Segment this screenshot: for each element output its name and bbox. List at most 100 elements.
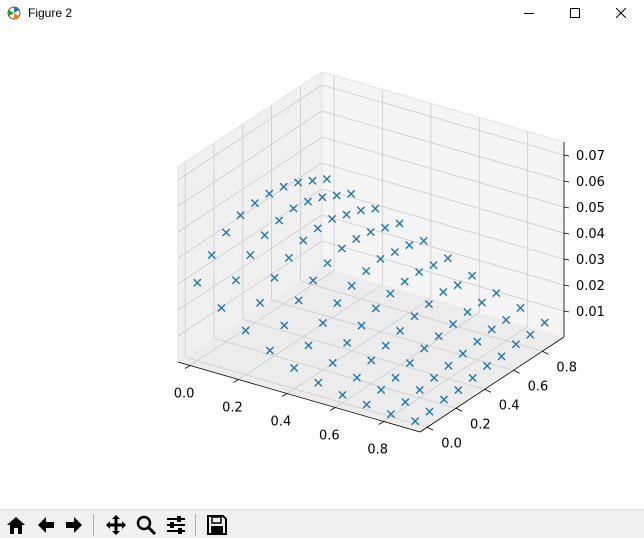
scatter-point — [377, 385, 386, 394]
scatter-point — [443, 254, 452, 263]
gridline-x-floor — [189, 270, 335, 366]
scatter-point — [434, 332, 443, 341]
toolbar-separator — [195, 514, 196, 536]
scatter-point — [314, 378, 323, 387]
gridline-x-floor — [383, 326, 528, 422]
scatter-point — [231, 276, 240, 285]
scatter-point — [352, 373, 361, 382]
scatter-point — [256, 298, 265, 307]
tick-mark — [484, 388, 491, 393]
z-tick-label: 0.06 — [576, 175, 605, 190]
plot-canvas[interactable]: 0.0 0.2 0.4 0.6 0.8 0.0 0.2 0.4 0.6 0.8 0.01 0.02 0.… — [0, 26, 644, 509]
scatter-point — [371, 304, 380, 313]
tick-mark — [563, 180, 570, 183]
scatter-point — [487, 325, 496, 334]
scatter-point — [328, 214, 337, 224]
z-tick-label: 0.05 — [576, 201, 605, 216]
home-icon — [7, 517, 25, 534]
scatter-point — [439, 395, 448, 404]
scatter-point — [492, 288, 501, 298]
scatter-point — [265, 346, 274, 355]
tick-mark — [563, 310, 570, 313]
gridline-z-back — [321, 188, 565, 260]
scatter-point — [318, 318, 327, 328]
maximize-button[interactable] — [552, 0, 598, 26]
close-icon — [616, 8, 626, 18]
scatter-point — [193, 278, 202, 287]
minimize-button[interactable] — [506, 0, 552, 26]
gridline-z-side — [177, 188, 323, 285]
scatter-point — [290, 363, 299, 373]
scatter-point — [424, 300, 433, 309]
zoom-button[interactable] — [133, 512, 159, 538]
navigation-toolbar — [0, 509, 644, 538]
x-axis-line — [177, 361, 421, 433]
scatter-point — [356, 206, 365, 215]
scatter-point — [415, 267, 424, 277]
maximize-icon — [570, 8, 580, 18]
gridline-z-side — [177, 240, 323, 337]
scatter-point — [468, 271, 477, 280]
z-tick-label: 0.02 — [576, 279, 605, 294]
close-button[interactable] — [598, 0, 644, 26]
tick-mark — [455, 407, 463, 412]
scatter-point — [405, 241, 414, 250]
scatter-point — [390, 247, 399, 257]
gridline-z-back — [321, 136, 565, 208]
scatter-point — [294, 178, 303, 187]
move-icon — [106, 515, 126, 535]
scatter-point — [430, 373, 439, 382]
y-tick-label: 0.4 — [499, 398, 520, 413]
scatter-point — [367, 356, 376, 365]
scatter-point — [395, 219, 404, 228]
gridline-y-floor — [271, 299, 514, 371]
forward-button[interactable] — [61, 512, 87, 538]
gridline-z-side — [177, 84, 323, 181]
tick-mark — [184, 365, 191, 369]
tick-mark — [330, 407, 336, 411]
home-button[interactable] — [3, 512, 29, 538]
scatter-point — [308, 176, 317, 185]
scatter-point — [280, 321, 289, 330]
scatter-point — [207, 250, 216, 260]
window-titlebar[interactable]: Figure 2 — [0, 0, 644, 26]
gridline-x-floor — [286, 298, 432, 394]
scatter-point — [322, 174, 331, 184]
scatter-point — [511, 340, 520, 349]
back-button[interactable] — [33, 512, 59, 538]
save-button[interactable] — [204, 512, 230, 538]
scatter-point — [391, 373, 400, 382]
gridline-z-side — [177, 136, 323, 233]
scatter-point — [342, 210, 351, 219]
scatter-point — [347, 189, 356, 198]
scatter-point — [275, 216, 284, 225]
scatter-point — [352, 234, 361, 244]
tick-mark — [378, 421, 384, 425]
scatter-point — [516, 303, 525, 312]
tick-mark — [513, 369, 520, 374]
tick-mark — [281, 393, 288, 397]
scatter-point — [405, 358, 414, 368]
arrow-right-icon — [66, 517, 82, 533]
scatter-point — [371, 204, 380, 213]
scatter-point — [526, 330, 535, 339]
scatter-point — [502, 315, 511, 325]
scatter-point — [458, 349, 467, 358]
matplotlib-app-icon — [7, 5, 21, 20]
gridline-y-floor — [185, 356, 428, 428]
y-tick-label: 0.6 — [528, 379, 549, 394]
scatter-point — [250, 199, 259, 208]
scatter-point — [313, 224, 322, 233]
x-tick-label: 0.0 — [174, 387, 195, 402]
scatter-point — [332, 191, 341, 200]
x-tick-label: 0.4 — [271, 415, 292, 430]
gridline-z-side — [177, 162, 323, 259]
scatter-point — [304, 341, 313, 350]
pan-button[interactable] — [103, 512, 129, 538]
scatter-point — [473, 337, 482, 346]
scatter-point — [401, 397, 410, 407]
scatter-point — [449, 320, 458, 329]
scatter-point — [540, 318, 549, 327]
scatter-point — [419, 236, 428, 245]
configure-subplots-button[interactable] — [163, 512, 189, 538]
